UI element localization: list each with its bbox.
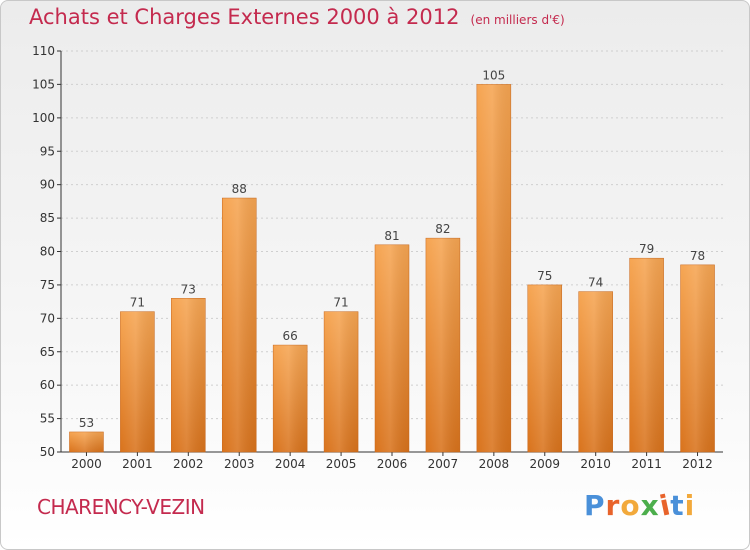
chart-title: Achats et Charges Externes 2000 à 2012 — [29, 5, 460, 29]
bar-shine-2010 — [578, 291, 613, 452]
x-tick-label: 2006 — [377, 457, 408, 471]
logo-letter: r — [605, 489, 621, 522]
bar-shine-2009 — [527, 284, 562, 452]
data-label-2010: 74 — [588, 276, 603, 290]
bar-shine-2002 — [171, 298, 206, 452]
data-label-2009: 75 — [537, 269, 552, 283]
data-label-2002: 73 — [181, 282, 196, 296]
bar-shine-2006 — [375, 244, 409, 452]
chart-subtitle: (en milliers d'€) — [470, 13, 565, 27]
y-tick-label: 80 — [40, 245, 55, 259]
data-label-2001: 71 — [130, 296, 145, 310]
bar-shine-2004 — [273, 345, 308, 452]
y-tick-label: 105 — [32, 77, 55, 91]
logo-letter: o — [620, 489, 641, 522]
x-tick-label: 2007 — [428, 457, 459, 471]
x-tick-label: 2008 — [479, 457, 510, 471]
y-tick-label: 70 — [40, 311, 55, 325]
x-tick-label: 2004 — [275, 457, 306, 471]
logo-letter: x — [640, 489, 660, 522]
y-tick-label: 95 — [40, 144, 55, 158]
data-label-2000: 53 — [79, 416, 94, 430]
x-tick-label: 2012 — [682, 457, 713, 471]
data-label-2008: 105 — [482, 68, 505, 82]
axes: 50 55 60 65 70 75 80 85 90 95 100 105 110 2000 2001 200… — [32, 44, 723, 471]
data-label-2007: 82 — [435, 222, 450, 236]
commune-name: CHARENCY-VEZIN — [37, 495, 205, 519]
x-tick-label: 2001 — [122, 457, 153, 471]
bar-shine-2005 — [324, 311, 359, 452]
bar-shine-2003 — [222, 198, 257, 452]
proxiti-logo[interactable]: Proxiti — [584, 488, 696, 522]
data-label-2006: 81 — [384, 229, 399, 243]
bar-shine-2001 — [120, 311, 155, 452]
x-tick-label: 2003 — [224, 457, 255, 471]
x-tick-label: 2000 — [71, 457, 102, 471]
y-tick-label: 85 — [40, 211, 55, 225]
y-tick-label: 60 — [40, 378, 55, 392]
y-tick-label: 50 — [40, 445, 55, 459]
bar-shine-2007 — [425, 238, 460, 452]
y-tick-label: 65 — [40, 345, 55, 359]
y-tick-label: 100 — [32, 111, 55, 125]
data-label-2005: 71 — [333, 296, 348, 310]
y-tick-label: 55 — [40, 412, 55, 426]
data-labels: 53 71 73 88 66 71 81 82 105 75 74 79 78 — [79, 68, 705, 430]
data-label-2003: 88 — [232, 182, 247, 196]
bar-shine-2000 — [69, 431, 104, 452]
logo-letter: t — [670, 489, 685, 522]
data-label-2004: 66 — [283, 329, 298, 343]
bar-shine-2012 — [680, 264, 715, 452]
data-label-2012: 78 — [690, 249, 705, 263]
x-tick-label: 2002 — [173, 457, 204, 471]
x-tick-label: 2011 — [631, 457, 662, 471]
logo-letter: P — [584, 489, 606, 522]
chart-title-block: Achats et Charges Externes 2000 à 2012 (… — [29, 5, 565, 29]
data-label-2011: 79 — [639, 242, 654, 256]
bar-shine-2011 — [629, 258, 664, 452]
x-tick-label: 2009 — [529, 457, 560, 471]
bar-shine-2008 — [476, 84, 511, 453]
y-tick-label: 110 — [32, 44, 55, 58]
y-tick-label: 90 — [40, 178, 55, 192]
bars — [69, 84, 715, 453]
logo-letter: i — [684, 489, 696, 522]
y-tick-label: 75 — [40, 278, 55, 292]
x-tick-label: 2005 — [326, 457, 357, 471]
x-tick-label: 2010 — [580, 457, 611, 471]
